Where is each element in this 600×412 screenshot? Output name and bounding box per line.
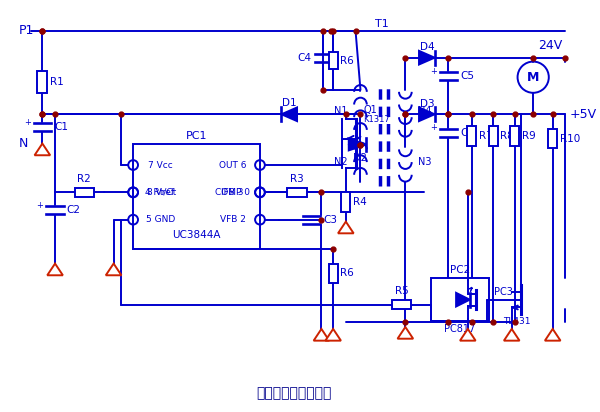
Bar	[37, 71, 47, 93]
Text: C4: C4	[298, 53, 311, 63]
Text: R7: R7	[479, 131, 493, 141]
Bar	[489, 126, 497, 145]
Polygon shape	[325, 329, 341, 341]
Bar	[133, 143, 260, 249]
Text: C4: C4	[460, 128, 474, 138]
Text: R10: R10	[560, 133, 580, 144]
Polygon shape	[456, 293, 470, 307]
Text: +5V: +5V	[569, 108, 596, 121]
Text: N: N	[19, 137, 28, 150]
Text: PC817: PC817	[445, 324, 476, 334]
Text: R6: R6	[340, 268, 354, 279]
Text: M: M	[527, 71, 539, 84]
Text: R5: R5	[395, 286, 409, 296]
Text: 开关电源简化电路图: 开关电源简化电路图	[256, 386, 332, 400]
Text: 8 Vref: 8 Vref	[147, 188, 174, 197]
Text: +: +	[430, 124, 437, 132]
Text: C5: C5	[460, 71, 474, 81]
Text: D1: D1	[282, 98, 296, 108]
Text: +: +	[37, 201, 43, 210]
Polygon shape	[349, 139, 367, 150]
Bar	[510, 126, 519, 145]
Bar	[548, 129, 557, 148]
Text: Q1: Q1	[364, 105, 377, 115]
Polygon shape	[35, 143, 50, 155]
Bar	[341, 192, 350, 212]
Text: K1317: K1317	[364, 115, 390, 124]
Bar	[467, 126, 476, 145]
Polygon shape	[504, 329, 520, 341]
Text: 4 Rt/Ct: 4 Rt/Ct	[145, 188, 176, 197]
Text: 24V: 24V	[539, 40, 563, 52]
Polygon shape	[419, 108, 434, 121]
Polygon shape	[106, 264, 121, 275]
Text: PC2: PC2	[450, 265, 470, 275]
Polygon shape	[419, 51, 434, 65]
Text: C3: C3	[323, 215, 337, 225]
Text: P1: P1	[19, 24, 34, 37]
Text: C1: C1	[54, 122, 68, 132]
Polygon shape	[460, 329, 476, 341]
Polygon shape	[398, 327, 413, 339]
Text: R2: R2	[77, 174, 91, 184]
Text: R6: R6	[340, 56, 354, 66]
Text: R3: R3	[290, 174, 304, 184]
Text: 7 Vcc: 7 Vcc	[148, 161, 173, 169]
Text: UC3844A: UC3844A	[172, 230, 221, 240]
Text: N4: N4	[418, 106, 431, 116]
Bar	[74, 188, 94, 197]
Polygon shape	[338, 222, 353, 233]
Text: +: +	[430, 67, 437, 76]
Text: R1: R1	[50, 77, 64, 87]
Text: D4: D4	[419, 42, 434, 52]
Bar	[287, 188, 307, 197]
Text: N1: N1	[334, 106, 348, 116]
Text: TL431: TL431	[503, 317, 530, 325]
Bar	[329, 264, 338, 283]
Text: T1: T1	[375, 19, 389, 28]
Text: +: +	[24, 117, 31, 126]
Polygon shape	[47, 264, 63, 275]
Text: C2: C2	[67, 205, 81, 215]
Text: D3: D3	[419, 98, 434, 108]
Text: R8: R8	[500, 131, 514, 141]
Text: PC3: PC3	[494, 287, 514, 297]
Text: COMP 0: COMP 0	[215, 188, 250, 197]
Bar	[392, 300, 411, 309]
Text: VFB 2: VFB 2	[220, 215, 245, 224]
Text: OUT 6: OUT 6	[219, 161, 247, 169]
Text: D2: D2	[353, 153, 367, 163]
Text: N3: N3	[418, 157, 431, 167]
Text: R9: R9	[522, 131, 536, 141]
Bar	[431, 278, 489, 321]
Text: IFB 3: IFB 3	[221, 188, 244, 197]
Text: 5 GND: 5 GND	[146, 215, 175, 224]
Text: R4: R4	[353, 197, 367, 207]
Polygon shape	[314, 329, 329, 341]
Polygon shape	[545, 329, 560, 341]
Bar	[329, 52, 338, 69]
Text: N2: N2	[334, 157, 348, 167]
Polygon shape	[281, 108, 297, 121]
Text: PC1: PC1	[186, 131, 207, 141]
